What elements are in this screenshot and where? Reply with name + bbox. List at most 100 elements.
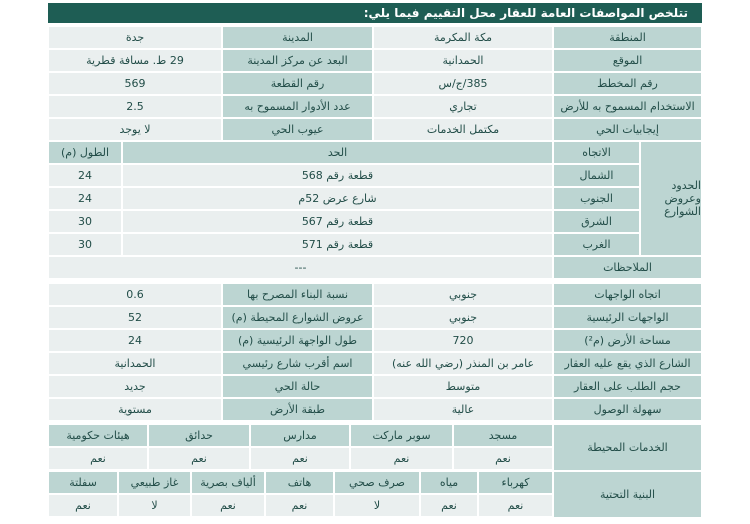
field-value: مكة المكرمة bbox=[373, 26, 553, 49]
field-value: 720 bbox=[373, 329, 553, 352]
length-value: 24 bbox=[48, 187, 122, 210]
field-label: سهولة الوصول bbox=[553, 398, 702, 421]
field-label: المنطقة bbox=[553, 26, 702, 49]
boundaries-label: الحدود وعروض الشوارع bbox=[640, 141, 702, 256]
item-value: نعم bbox=[420, 494, 478, 517]
column-header: الاتجاه bbox=[553, 141, 640, 164]
direction-label: الغرب bbox=[553, 233, 640, 256]
field-label: طبقة الأرض bbox=[222, 398, 373, 421]
boundary-value: قطعة رقم 567 bbox=[122, 210, 553, 233]
field-value: 2.5 bbox=[48, 95, 222, 118]
table-title: تتلخص المواصفات العامة للعقار محل التقيي… bbox=[48, 3, 702, 23]
notes-label: الملاحظات bbox=[553, 256, 702, 279]
item-value: نعم bbox=[250, 447, 350, 470]
field-value: الحمدانية bbox=[373, 49, 553, 72]
field-label: حالة الحي bbox=[222, 375, 373, 398]
field-label: الواجهات الرئيسية bbox=[553, 306, 702, 329]
item-label: هاتف bbox=[265, 471, 334, 494]
item-value: نعم bbox=[453, 447, 553, 470]
infrastructure-label: البنية التحتية bbox=[553, 471, 702, 518]
services-label: الخدمات المحيطة bbox=[553, 424, 702, 471]
infrastructure-values-row: نعم نعم لا نعم نعم لا نعم bbox=[48, 494, 553, 517]
direction-label: الجنوب bbox=[553, 187, 640, 210]
field-value: جدة bbox=[48, 26, 222, 49]
field-value: 569 bbox=[48, 72, 222, 95]
field-label: رقم المخطط bbox=[553, 72, 702, 95]
notes-row: الملاحظات --- bbox=[48, 256, 702, 279]
field-label: الموقع bbox=[553, 49, 702, 72]
field-label: إيجابيات الحي bbox=[553, 118, 702, 141]
direction-label: الشرق bbox=[553, 210, 640, 233]
field-value: 385/ج/س bbox=[373, 72, 553, 95]
boundary-row: الجنوب شارع عرض 52م 24 bbox=[48, 187, 640, 210]
table-row: اتجاه الواجهات جنوبي نسبة البناء المصرح به… bbox=[48, 283, 702, 306]
field-label: مساحة الأرض (م²) bbox=[553, 329, 702, 352]
item-label: سوبر ماركت bbox=[350, 424, 453, 447]
table-row: الموقع الحمدانية البعد عن مركز المدينة 29 ط… bbox=[48, 49, 702, 72]
boundary-value: قطعة رقم 568 bbox=[122, 164, 553, 187]
field-label: نسبة البناء المصرح بها bbox=[222, 283, 373, 306]
field-value: 52 bbox=[48, 306, 222, 329]
item-value: نعم bbox=[148, 447, 250, 470]
services-section: الخدمات المحيطة مسجد سوبر ماركت مدارس حدائق ه… bbox=[48, 424, 702, 471]
field-value: 24 bbox=[48, 329, 222, 352]
item-label: كهرباء bbox=[478, 471, 553, 494]
table-row: مساحة الأرض (م²) 720 طول الواجهة الرئيسية … bbox=[48, 329, 702, 352]
field-value: عالية bbox=[373, 398, 553, 421]
table-row: حجم الطلب على العقار متوسط حالة الحي جديد bbox=[48, 375, 702, 398]
field-value: جديد bbox=[48, 375, 222, 398]
boundary-row: الشمال قطعة رقم 568 24 bbox=[48, 164, 640, 187]
boundary-value: قطعة رقم 571 bbox=[122, 233, 553, 256]
item-label: هيئات حكومية bbox=[48, 424, 148, 447]
field-value: تجاري bbox=[373, 95, 553, 118]
field-label: اسم أقرب شارع رئيسي bbox=[222, 352, 373, 375]
item-label: ألياف بصرية bbox=[191, 471, 265, 494]
infrastructure-items-row: كهرباء مياه صرف صحي هاتف ألياف بصرية غاز طبيع… bbox=[48, 471, 553, 494]
item-value: نعم bbox=[350, 447, 453, 470]
field-label: المدينة bbox=[222, 26, 373, 49]
item-label: حدائق bbox=[148, 424, 250, 447]
field-value: لا يوجد bbox=[48, 118, 222, 141]
field-label: اتجاه الواجهات bbox=[553, 283, 702, 306]
field-label: عيوب الحي bbox=[222, 118, 373, 141]
table-row: رقم المخطط 385/ج/س رقم القطعة 569 bbox=[48, 72, 702, 95]
table-row: الواجهات الرئيسية جنوبي عروض الشوارع المحي… bbox=[48, 306, 702, 329]
boundaries-header-row: الاتجاه الحد الطول (م) bbox=[48, 141, 640, 164]
table-row: المنطقة مكة المكرمة المدينة جدة bbox=[48, 26, 702, 49]
length-value: 24 bbox=[48, 164, 122, 187]
item-label: سفلتة bbox=[48, 471, 118, 494]
table-row: الشارع الذي يقع عليه العقار عامر بن المنذ… bbox=[48, 352, 702, 375]
length-value: 30 bbox=[48, 233, 122, 256]
field-value: مكتمل الخدمات bbox=[373, 118, 553, 141]
field-label: عدد الأدوار المسموح به bbox=[222, 95, 373, 118]
infrastructure-section: البنية التحتية كهرباء مياه صرف صحي هاتف ألياف… bbox=[48, 471, 702, 518]
direction-label: الشمال bbox=[553, 164, 640, 187]
item-value: نعم bbox=[478, 494, 553, 517]
property-specs-table: تتلخص المواصفات العامة للعقار محل التقيي… bbox=[48, 3, 702, 518]
boundary-row: الغرب قطعة رقم 571 30 bbox=[48, 233, 640, 256]
item-value: نعم bbox=[191, 494, 265, 517]
item-value: لا bbox=[334, 494, 420, 517]
item-value: نعم bbox=[265, 494, 334, 517]
length-value: 30 bbox=[48, 210, 122, 233]
item-label: مسجد bbox=[453, 424, 553, 447]
field-value: عامر بن المنذر (رضي الله عنه) bbox=[373, 352, 553, 375]
field-label: طول الواجهة الرئيسية (م) bbox=[222, 329, 373, 352]
item-value: نعم bbox=[48, 494, 118, 517]
item-label: مدارس bbox=[250, 424, 350, 447]
notes-value: --- bbox=[48, 256, 553, 279]
boundary-value: شارع عرض 52م bbox=[122, 187, 553, 210]
field-value: 0.6 bbox=[48, 283, 222, 306]
boundaries-section: الحدود وعروض الشوارع الاتجاه الحد الطول (م)… bbox=[48, 141, 702, 256]
item-label: صرف صحي bbox=[334, 471, 420, 494]
table-row: الاستخدام المسموح به للأرض تجاري عدد الأدو… bbox=[48, 95, 702, 118]
table-row: إيجابيات الحي مكتمل الخدمات عيوب الحي لا يو… bbox=[48, 118, 702, 141]
item-label: مياه bbox=[420, 471, 478, 494]
field-label: الاستخدام المسموح به للأرض bbox=[553, 95, 702, 118]
services-items-row: مسجد سوبر ماركت مدارس حدائق هيئات حكومية bbox=[48, 424, 553, 447]
field-value: الحمدانية bbox=[48, 352, 222, 375]
field-value: جنوبي bbox=[373, 306, 553, 329]
column-header: الطول (م) bbox=[48, 141, 122, 164]
field-value: متوسط bbox=[373, 375, 553, 398]
field-value: مستوية bbox=[48, 398, 222, 421]
